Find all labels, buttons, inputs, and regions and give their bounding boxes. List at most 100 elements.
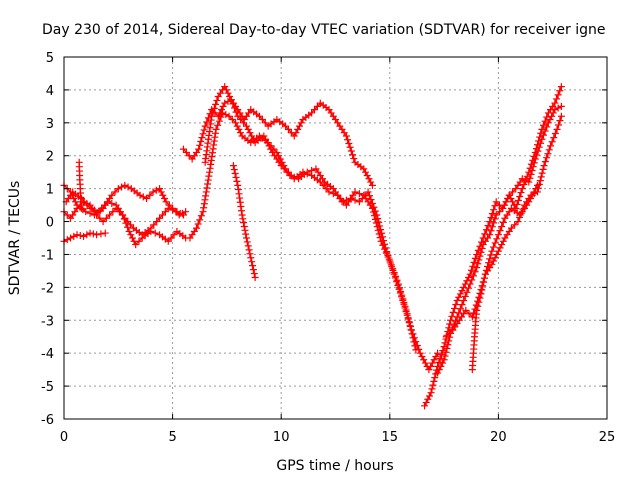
data-point-marker xyxy=(67,234,75,242)
data-point-marker xyxy=(509,188,517,196)
data-point-marker xyxy=(498,241,506,249)
data-point-marker xyxy=(460,283,468,291)
data-point-marker xyxy=(404,315,412,323)
data-point-marker xyxy=(242,234,250,242)
data-point-marker xyxy=(470,258,478,266)
data-point-marker xyxy=(526,174,534,182)
y-tick-label: 2 xyxy=(46,150,54,165)
data-point-marker xyxy=(368,181,376,189)
data-point-marker xyxy=(245,246,253,254)
data-point-marker xyxy=(379,233,387,241)
data-point-marker xyxy=(350,155,358,163)
data-point-marker xyxy=(122,219,130,227)
data-point-marker xyxy=(425,392,433,400)
data-point-marker xyxy=(370,203,378,211)
data-point-marker xyxy=(325,188,333,196)
y-tick-label: -2 xyxy=(41,281,54,296)
data-point-marker xyxy=(460,297,468,305)
data-point-marker xyxy=(491,202,499,210)
data-point-marker xyxy=(373,211,381,219)
data-point-marker xyxy=(403,311,411,319)
data-point-marker xyxy=(533,181,541,189)
data-point-marker xyxy=(425,366,433,374)
data-point-marker xyxy=(295,122,303,130)
data-point-marker xyxy=(93,211,101,219)
data-point-marker xyxy=(499,204,507,212)
data-point-marker xyxy=(221,99,229,107)
data-point-marker xyxy=(77,204,85,212)
data-point-marker xyxy=(237,203,245,211)
data-point-marker xyxy=(488,260,496,268)
data-point-marker xyxy=(429,381,437,389)
data-point-marker xyxy=(475,298,483,306)
data-point-marker xyxy=(516,193,524,201)
data-point-marker xyxy=(406,322,414,330)
data-point-marker xyxy=(385,255,393,263)
data-point-marker xyxy=(537,139,545,147)
data-point-marker xyxy=(390,270,398,278)
y-tick-label: 3 xyxy=(46,117,54,132)
data-point-marker xyxy=(203,184,211,192)
data-point-marker xyxy=(434,349,442,357)
data-point-marker xyxy=(244,242,252,250)
data-point-marker xyxy=(410,334,418,342)
data-point-marker xyxy=(493,235,501,243)
data-point-marker xyxy=(114,185,122,193)
data-point-marker xyxy=(478,286,486,294)
data-point-marker xyxy=(156,185,164,193)
data-point-marker xyxy=(152,186,160,194)
data-point-marker xyxy=(238,211,246,219)
data-point-marker xyxy=(522,176,530,184)
data-point-marker xyxy=(408,326,416,334)
data-point-marker xyxy=(474,260,482,268)
data-point-marker xyxy=(476,252,484,260)
data-point-marker xyxy=(247,254,255,262)
data-point-marker xyxy=(239,215,247,223)
data-point-marker xyxy=(502,198,510,206)
data-point-marker xyxy=(160,195,168,203)
data-point-marker xyxy=(217,113,225,121)
data-point-marker xyxy=(488,247,496,255)
data-point-marker xyxy=(550,134,558,142)
data-point-marker xyxy=(202,188,210,196)
data-point-marker xyxy=(179,211,187,219)
data-point-marker xyxy=(543,123,551,131)
data-point-marker xyxy=(437,362,445,370)
data-point-marker xyxy=(420,356,428,364)
data-point-marker xyxy=(544,119,552,127)
data-point-marker xyxy=(507,224,515,232)
data-point-marker xyxy=(416,349,424,357)
data-point-marker xyxy=(349,151,357,159)
series-track-m xyxy=(468,181,541,374)
data-point-marker xyxy=(493,250,501,258)
data-point-marker xyxy=(109,208,117,216)
x-tick-label: 5 xyxy=(168,430,176,445)
data-point-marker xyxy=(308,167,316,175)
data-point-marker xyxy=(70,232,78,240)
data-point-marker xyxy=(481,270,489,278)
data-point-marker xyxy=(200,126,208,134)
data-point-marker xyxy=(487,251,495,259)
data-point-marker xyxy=(488,223,496,231)
data-point-marker xyxy=(495,208,503,216)
data-point-marker xyxy=(197,137,205,145)
ticks-layer: 0 5 10 15 20 25 -6 -5 -4 -3 -2 -1 0 1 2 3 4 5 xyxy=(41,51,615,445)
data-point-marker xyxy=(479,282,487,290)
data-point-marker xyxy=(549,109,557,117)
data-point-marker xyxy=(209,108,217,116)
data-point-marker xyxy=(518,185,526,193)
series-layer xyxy=(60,83,565,410)
data-point-marker xyxy=(231,104,239,112)
data-point-marker xyxy=(226,92,234,100)
data-point-marker xyxy=(219,109,227,117)
data-point-marker xyxy=(412,338,420,346)
data-point-marker xyxy=(248,258,256,266)
x-tick-label: 20 xyxy=(490,430,507,445)
data-point-marker xyxy=(500,201,508,209)
data-point-marker xyxy=(205,172,213,180)
data-point-marker xyxy=(490,257,498,265)
data-point-marker xyxy=(557,83,565,91)
data-point-marker xyxy=(199,208,207,216)
data-point-marker xyxy=(465,284,473,292)
data-point-marker xyxy=(355,190,363,198)
